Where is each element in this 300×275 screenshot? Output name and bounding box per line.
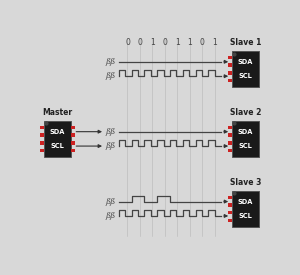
Text: SDA: SDA xyxy=(238,59,253,65)
Text: SCL: SCL xyxy=(239,213,253,219)
Text: 1: 1 xyxy=(175,38,180,47)
FancyBboxPatch shape xyxy=(232,51,259,87)
FancyBboxPatch shape xyxy=(228,203,232,207)
Text: Master: Master xyxy=(42,108,72,117)
Text: 0: 0 xyxy=(137,38,142,47)
FancyBboxPatch shape xyxy=(70,149,75,152)
Text: ßß: ßß xyxy=(106,142,116,150)
FancyBboxPatch shape xyxy=(40,133,44,137)
FancyBboxPatch shape xyxy=(40,126,44,129)
FancyBboxPatch shape xyxy=(228,196,232,199)
Text: SCL: SCL xyxy=(239,143,253,149)
FancyBboxPatch shape xyxy=(228,149,232,152)
Text: SCL: SCL xyxy=(239,73,253,79)
Text: Slave 1: Slave 1 xyxy=(230,38,261,47)
FancyBboxPatch shape xyxy=(232,121,259,157)
Text: 1: 1 xyxy=(188,38,192,47)
FancyBboxPatch shape xyxy=(40,141,44,145)
FancyBboxPatch shape xyxy=(232,191,259,227)
FancyBboxPatch shape xyxy=(40,149,44,152)
Text: 1: 1 xyxy=(150,38,155,47)
FancyBboxPatch shape xyxy=(228,219,232,222)
Text: SDA: SDA xyxy=(238,129,253,135)
FancyBboxPatch shape xyxy=(228,126,232,129)
Text: ßß: ßß xyxy=(106,72,116,80)
Text: SCL: SCL xyxy=(50,143,64,149)
FancyBboxPatch shape xyxy=(228,79,232,82)
Text: 0: 0 xyxy=(200,38,205,47)
FancyBboxPatch shape xyxy=(228,56,232,59)
Text: Slave 2: Slave 2 xyxy=(230,108,261,117)
FancyBboxPatch shape xyxy=(70,141,75,145)
FancyBboxPatch shape xyxy=(228,133,232,137)
Text: 1: 1 xyxy=(213,38,217,47)
FancyBboxPatch shape xyxy=(228,63,232,67)
Text: SDA: SDA xyxy=(238,199,253,205)
FancyBboxPatch shape xyxy=(228,211,232,215)
FancyBboxPatch shape xyxy=(228,71,232,75)
Text: SDA: SDA xyxy=(50,129,65,135)
Text: ßß: ßß xyxy=(106,128,116,136)
FancyBboxPatch shape xyxy=(228,141,232,145)
Text: ßß: ßß xyxy=(106,212,116,220)
Text: Slave 3: Slave 3 xyxy=(230,178,261,186)
Text: 0: 0 xyxy=(125,38,130,47)
FancyBboxPatch shape xyxy=(70,126,75,129)
FancyBboxPatch shape xyxy=(70,133,75,137)
Text: 0: 0 xyxy=(163,38,167,47)
FancyBboxPatch shape xyxy=(44,121,70,157)
Text: ßß: ßß xyxy=(106,197,116,205)
Text: ßß: ßß xyxy=(106,58,116,66)
